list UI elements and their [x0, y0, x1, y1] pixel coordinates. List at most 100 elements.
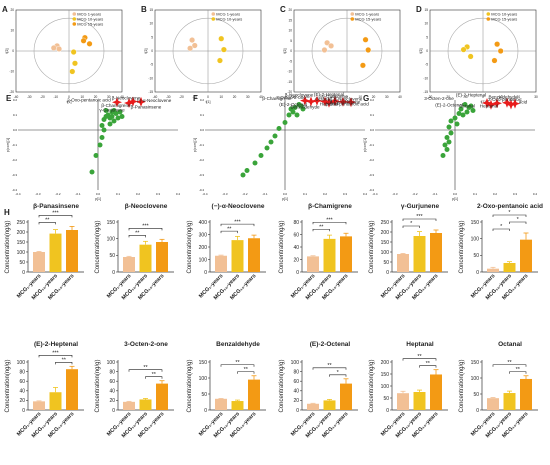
x-tick-label: -10 [331, 95, 336, 99]
y-tick-label: -0.2 [199, 158, 205, 162]
significance-bracket [509, 221, 527, 224]
y-tick-label: 80 [293, 220, 299, 226]
y-tick-label: 100 [381, 250, 390, 256]
x-tick-label: 30 [246, 95, 250, 99]
score-point [70, 49, 77, 56]
y-axis-label: t[2] [5, 49, 9, 54]
x-tick-label: -0.2 [55, 192, 61, 196]
bar-chart-title: Benzaldehyde [216, 341, 260, 348]
significance-stars: ** [244, 367, 249, 373]
y-axis-label: t[2] [144, 49, 148, 54]
y-tick-label: 100 [291, 360, 300, 366]
variable-point [119, 114, 125, 119]
compound-label: (-)-α-Neoclovene [328, 97, 363, 102]
y-tick-label: 50 [201, 392, 207, 398]
x-tick-label: -0.2 [242, 192, 248, 196]
y-axis-label: p(corr)[1] [6, 138, 10, 152]
score-point [56, 45, 63, 52]
significance-bracket [38, 355, 73, 358]
x-tick-label: -0.4 [15, 192, 21, 196]
bar-chart-title: 2-Oxo-pentanoic acid [477, 203, 543, 210]
y-tick-label: 200 [381, 360, 390, 366]
score-point [494, 41, 501, 48]
significance-bracket [509, 371, 527, 374]
bar-chart-title: β-Panasinsene [33, 203, 79, 210]
y-axis-label: Concentration(ng/g) [95, 220, 101, 273]
compound-label: acid [519, 100, 528, 105]
bar [139, 244, 152, 272]
x-tick-label: 20 [517, 95, 521, 99]
bar [215, 398, 227, 410]
compound-label: Benzaldehyde [290, 104, 320, 109]
variable-point [99, 123, 105, 128]
y-tick-label: -0.3 [12, 173, 18, 177]
y-tick-label: -5 [425, 63, 428, 67]
significance-stars: *** [416, 214, 423, 220]
y-tick-label: -0.4 [12, 188, 18, 192]
marker-compound-star [124, 98, 134, 108]
y-tick-label: -5 [150, 63, 153, 67]
confidence-ellipse [172, 17, 244, 85]
bar [520, 239, 532, 272]
y-tick-label: 250 [17, 220, 26, 226]
x-tick-label: 0.0 [96, 192, 101, 196]
y-tick-label: 50 [109, 253, 115, 259]
significance-stars: ** [319, 224, 324, 230]
score-point [71, 60, 78, 67]
y-tick-label: 40 [109, 389, 115, 395]
significance-bracket [220, 364, 255, 367]
x-tick-label: 0.1 [473, 192, 478, 196]
x-tick-label: -0.4 [372, 192, 378, 196]
y-tick-label: 100 [199, 257, 208, 263]
y-tick-label: 0.2 [370, 98, 375, 102]
y-tick-label: 0 [476, 270, 479, 276]
bar [66, 230, 78, 272]
significance-bracket [220, 223, 255, 227]
bar [397, 254, 409, 272]
marker-compound-star [312, 95, 322, 106]
x-tick-label: 0 [207, 95, 209, 99]
score-plot-c: C -40 -30 -20 -10 0 10 20 30 40 -20 -15 -10 -5 0 5 10 15 2… [280, 5, 402, 104]
bar-chart-panel: β-Panasinsene 0 50 100 150 200 250 Concentratio… [5, 203, 84, 301]
marker-compound-star [330, 96, 340, 107]
score-plot-b: B -40 -30 -20 -10 0 10 20 30 40 -15 -10 -5 0 5 10 15 t[1]… [141, 5, 263, 104]
y-tick-label: 5 [290, 39, 292, 43]
x-tick-label: 30 [385, 95, 389, 99]
y-tick-label: 50 [383, 260, 389, 266]
variable-point [93, 153, 99, 158]
marker-compound-star [482, 98, 492, 108]
score-point [321, 46, 328, 53]
bar [248, 379, 260, 410]
significance-stars: ** [417, 354, 422, 360]
legend-label: MCG 10-years [491, 12, 517, 17]
bar [520, 378, 532, 410]
significance-bracket [492, 228, 510, 231]
significance-stars: *** [52, 211, 59, 217]
y-tick-label: 0 [204, 408, 207, 414]
bar-chart-title: 3-Octen-2-one [124, 341, 168, 348]
score-point [50, 44, 57, 51]
significance-bracket [419, 365, 437, 368]
y-axis-label: Concentration(ng/g) [279, 220, 285, 273]
x-tick-label: 0.2 [323, 192, 328, 196]
y-tick-label: -10 [287, 70, 292, 74]
y-tick-label: 20 [10, 8, 14, 12]
significance-stars: ** [327, 363, 332, 369]
legend-label: MCG 15-years [355, 17, 381, 22]
variable-point [464, 109, 470, 115]
variable-point [111, 118, 117, 124]
x-tick-label: -0.4 [202, 192, 208, 196]
bar [215, 255, 227, 272]
x-tick-label: -20 [40, 95, 45, 99]
x-tick-label: -0.1 [75, 192, 81, 196]
y-axis-label: Concentration(ng/g) [5, 359, 11, 412]
variable-point [448, 118, 454, 124]
score-point [80, 37, 87, 44]
variable-point [440, 153, 446, 158]
significance-stars: ** [516, 367, 521, 373]
significance-bracket [312, 367, 347, 370]
significance-stars: *** [142, 224, 149, 230]
y-tick-label: 100 [471, 376, 480, 382]
significance-stars: ** [235, 360, 240, 366]
x-tick-label: 10 [358, 95, 362, 99]
